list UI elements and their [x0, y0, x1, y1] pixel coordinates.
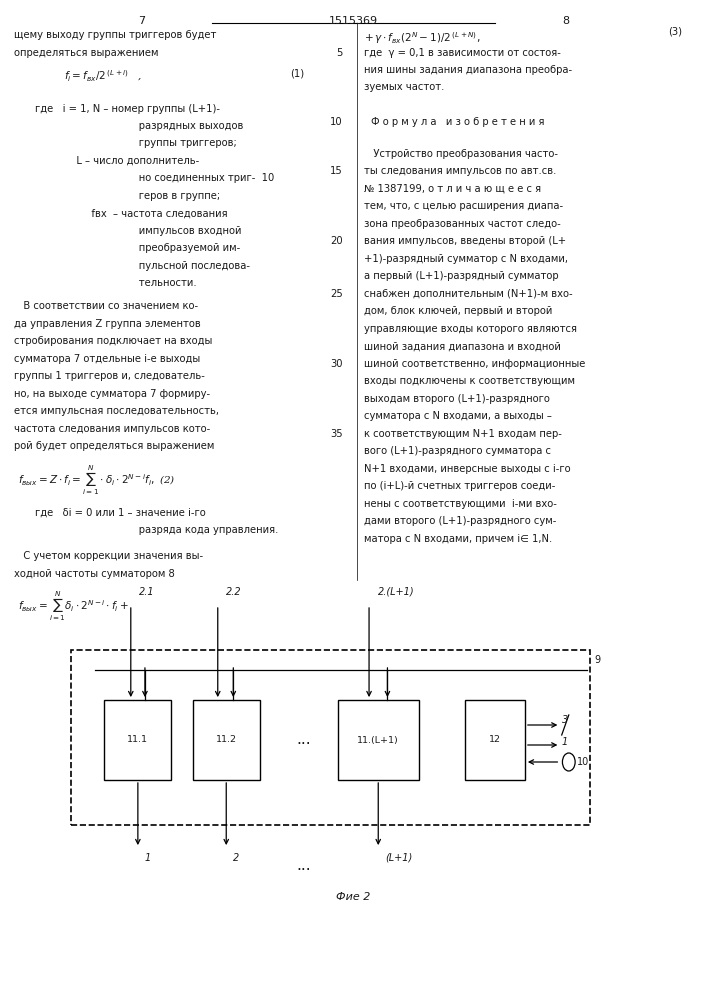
Text: $f_i = f_{вх}/2\,^{(L+i)}$   ,: $f_i = f_{вх}/2\,^{(L+i)}$ , — [64, 68, 142, 84]
Text: управляющие входы которого являются: управляющие входы которого являются — [364, 324, 577, 334]
Text: рой будет определяться выражением: рой будет определяться выражением — [14, 441, 214, 451]
Text: где   δi = 0 или 1 – значение i-го: где δi = 0 или 1 – значение i-го — [35, 508, 206, 518]
Text: 8: 8 — [562, 16, 569, 26]
Text: 15: 15 — [330, 166, 343, 176]
Text: ...: ... — [297, 858, 311, 873]
Text: С учетом коррекции значения вы-: С учетом коррекции значения вы- — [14, 551, 204, 561]
Text: к соответствующим N+1 входам пер-: к соответствующим N+1 входам пер- — [364, 429, 562, 439]
Text: 2: 2 — [233, 853, 240, 863]
Text: вания импульсов, введены второй (L+: вания импульсов, введены второй (L+ — [364, 236, 566, 246]
Text: но соединенных триг-  10: но соединенных триг- 10 — [95, 173, 275, 183]
Text: пульсной последова-: пульсной последова- — [95, 261, 250, 271]
Text: Ф о р м у л а   и з о б р е т е н и я: Ф о р м у л а и з о б р е т е н и я — [371, 117, 544, 127]
Text: N+1 входами, инверсные выходы с i-го: N+1 входами, инверсные выходы с i-го — [364, 464, 571, 474]
Text: 35: 35 — [330, 429, 343, 439]
Text: ходной частоты сумматором 8: ходной частоты сумматором 8 — [14, 569, 175, 579]
Text: снабжен дополнительным (N+1)-м вхо-: снабжен дополнительным (N+1)-м вхо- — [364, 289, 573, 299]
Text: Устройство преобразования часто-: Устройство преобразования часто- — [364, 149, 558, 159]
Text: 10: 10 — [577, 757, 590, 767]
Text: (L+1): (L+1) — [385, 853, 413, 863]
Text: В соответствии со значением ко-: В соответствии со значением ко- — [14, 301, 198, 311]
FancyBboxPatch shape — [193, 700, 260, 780]
Text: 2.(L+1): 2.(L+1) — [378, 587, 414, 597]
Text: определяться выражением: определяться выражением — [14, 47, 158, 57]
Text: тем, что, с целью расширения диапа-: тем, что, с целью расширения диапа- — [364, 201, 563, 211]
Text: группы 1 триггеров и, следователь-: группы 1 триггеров и, следователь- — [14, 371, 205, 381]
Text: зона преобразованных частот следо-: зона преобразованных частот следо- — [364, 219, 561, 229]
Text: дом, блок ключей, первый и второй: дом, блок ключей, первый и второй — [364, 306, 552, 316]
Text: (1): (1) — [290, 68, 304, 79]
Text: но, на выходе сумматора 7 формиру-: но, на выходе сумматора 7 формиру- — [14, 389, 210, 399]
Text: ты следования импульсов по авт.св.: ты следования импульсов по авт.св. — [364, 166, 556, 176]
Text: где  γ = 0,1 в зависимости от состоя-: где γ = 0,1 в зависимости от состоя- — [364, 47, 561, 57]
FancyBboxPatch shape — [338, 700, 419, 780]
Text: стробирования подключает на входы: стробирования подключает на входы — [14, 336, 213, 346]
Text: вого (L+1)-разрядного сумматора с: вого (L+1)-разрядного сумматора с — [364, 446, 551, 456]
Text: 25: 25 — [330, 289, 343, 299]
Text: № 1387199, о т л и ч а ю щ е е с я: № 1387199, о т л и ч а ю щ е е с я — [364, 184, 542, 194]
Text: выходам второго (L+1)-разрядного: выходам второго (L+1)-разрядного — [364, 394, 550, 404]
Text: 12: 12 — [489, 736, 501, 744]
Text: $+ \,\gamma \cdot f_{вх}(2^N - 1)/2\,^{(L+N)},$: $+ \,\gamma \cdot f_{вх}(2^N - 1)/2\,^{(… — [364, 30, 481, 46]
Text: сумматора с N входами, а выходы –: сумматора с N входами, а выходы – — [364, 411, 552, 421]
Text: шиной задания диапазона и входной: шиной задания диапазона и входной — [364, 341, 561, 351]
Text: 20: 20 — [330, 236, 343, 246]
Text: частота следования импульсов кото-: частота следования импульсов кото- — [14, 424, 211, 434]
Text: а первый (L+1)-разрядный сумматор: а первый (L+1)-разрядный сумматор — [364, 271, 559, 281]
Text: $f_{вых} = Z \cdot f_i = \sum_{i=1}^{N} \cdot \delta_i \cdot 2^{N-i} f_i,$ (2): $f_{вых} = Z \cdot f_i = \sum_{i=1}^{N} … — [18, 464, 175, 497]
Text: геров в группе;: геров в группе; — [95, 191, 221, 201]
FancyBboxPatch shape — [71, 650, 590, 825]
Text: 1515369: 1515369 — [329, 16, 378, 26]
Text: шиной соответственно, информационные: шиной соответственно, информационные — [364, 359, 585, 369]
Text: нены с соответствующими  i-ми вхо-: нены с соответствующими i-ми вхо- — [364, 499, 557, 509]
Text: группы триггеров;: группы триггеров; — [95, 138, 237, 148]
Text: 11.2: 11.2 — [216, 736, 237, 744]
Text: 3: 3 — [561, 715, 568, 725]
Text: Фие 2: Фие 2 — [337, 892, 370, 902]
Text: 2.1: 2.1 — [139, 587, 155, 597]
Text: L – число дополнитель-: L – число дополнитель- — [42, 156, 199, 166]
Text: да управления Z группа элементов: да управления Z группа элементов — [14, 319, 201, 329]
Text: 9: 9 — [594, 655, 600, 665]
FancyBboxPatch shape — [465, 700, 525, 780]
Text: по (i+L)-й счетных триггеров соеди-: по (i+L)-й счетных триггеров соеди- — [364, 481, 556, 491]
Text: импульсов входной: импульсов входной — [95, 226, 242, 236]
Text: +1)-разрядный сумматор с N входами,: +1)-разрядный сумматор с N входами, — [364, 254, 568, 264]
Text: 5: 5 — [337, 47, 343, 57]
Text: 11.1: 11.1 — [127, 736, 148, 744]
Text: разрядных выходов: разрядных выходов — [95, 121, 244, 131]
Text: сумматора 7 отдельные i-е выходы: сумматора 7 отдельные i-е выходы — [14, 354, 200, 364]
Text: зуемых частот.: зуемых частот. — [364, 82, 445, 92]
Text: 7: 7 — [138, 16, 145, 26]
Text: fвх  – частота следования: fвх – частота следования — [57, 208, 227, 218]
Text: ется импульсная последовательность,: ется импульсная последовательность, — [14, 406, 219, 416]
Text: 1: 1 — [561, 737, 568, 747]
Text: ния шины задания диапазона преобра-: ния шины задания диапазона преобра- — [364, 65, 572, 75]
Text: $f_{вых} = \sum_{i=1}^{N} \delta_i \cdot 2^{N-i} \cdot f_i +$: $f_{вых} = \sum_{i=1}^{N} \delta_i \cdot… — [18, 590, 129, 623]
Text: ...: ... — [297, 732, 311, 748]
FancyBboxPatch shape — [105, 700, 172, 780]
Text: щему выходу группы триггеров будет: щему выходу группы триггеров будет — [14, 30, 216, 40]
Text: преобразуемой им-: преобразуемой им- — [95, 243, 240, 253]
Text: (3): (3) — [668, 27, 682, 37]
Text: 2.2: 2.2 — [226, 587, 242, 597]
Text: 1: 1 — [145, 853, 151, 863]
Text: дами второго (L+1)-разрядного сум-: дами второго (L+1)-разрядного сум- — [364, 516, 556, 526]
Text: 11.(L+1): 11.(L+1) — [357, 736, 399, 744]
Text: тельности.: тельности. — [95, 278, 197, 288]
Text: 30: 30 — [330, 359, 343, 369]
Text: где   i = 1, N – номер группы (L+1)-: где i = 1, N – номер группы (L+1)- — [35, 104, 221, 113]
Text: разряда кода управления.: разряда кода управления. — [95, 525, 279, 535]
Text: матора с N входами, причем i∈ 1,N.: матора с N входами, причем i∈ 1,N. — [364, 534, 552, 544]
Text: 10: 10 — [330, 117, 343, 127]
Text: входы подключены к соответствующим: входы подключены к соответствующим — [364, 376, 575, 386]
